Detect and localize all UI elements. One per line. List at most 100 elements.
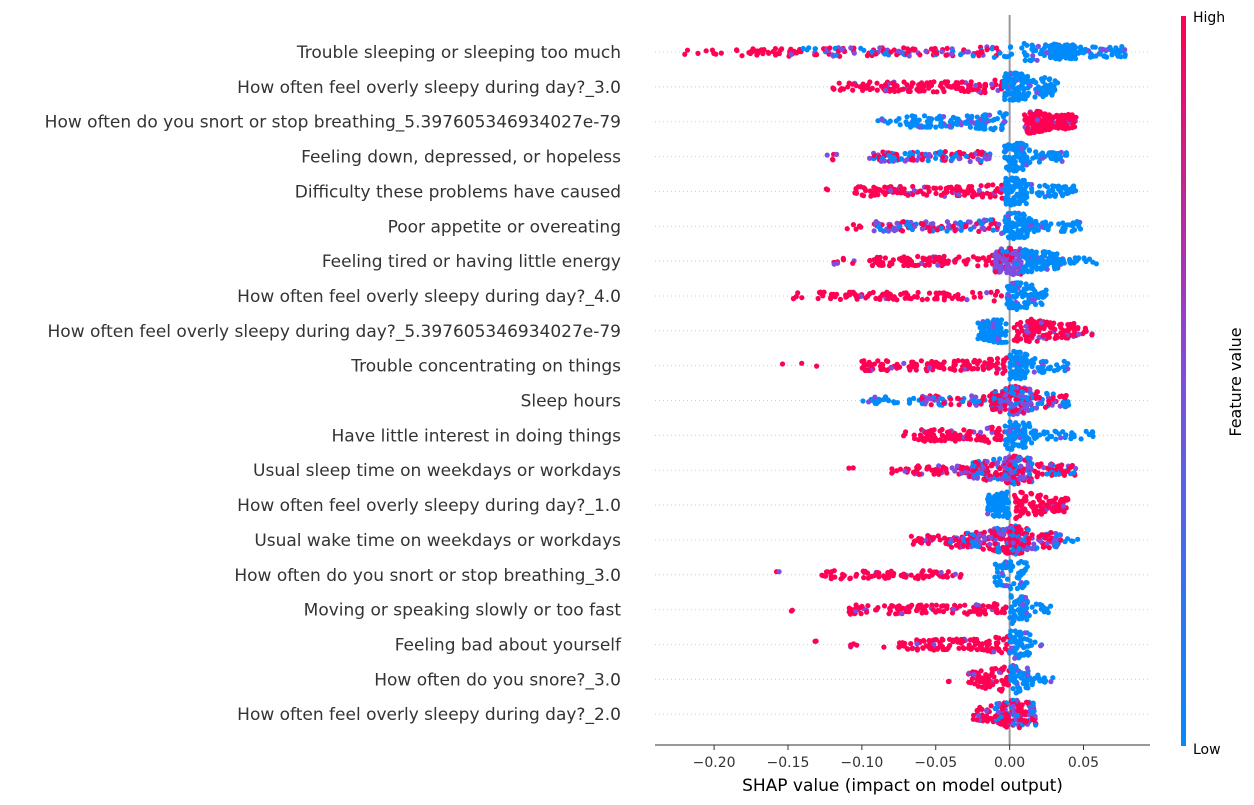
shap-point xyxy=(1023,493,1029,500)
shap-point xyxy=(978,220,984,226)
shap-point xyxy=(885,358,891,365)
shap-point xyxy=(1053,536,1059,542)
shap-point xyxy=(1014,328,1021,334)
shap-point xyxy=(972,543,978,549)
shap-point xyxy=(994,356,1001,362)
shap-point xyxy=(973,602,979,608)
shap-point xyxy=(988,463,994,469)
shap-point xyxy=(928,438,934,444)
shap-point xyxy=(844,226,850,232)
shap-point xyxy=(1060,399,1066,405)
shap-point xyxy=(857,605,863,611)
shap-point xyxy=(972,608,978,614)
shap-point xyxy=(936,151,943,157)
shap-point xyxy=(1046,77,1052,83)
shap-point xyxy=(998,293,1005,299)
shap-point xyxy=(1001,53,1008,60)
shap-point xyxy=(929,602,935,608)
shap-point xyxy=(1007,638,1013,645)
shap-point xyxy=(1046,398,1052,404)
shap-point xyxy=(994,370,1000,376)
shap-point xyxy=(968,79,974,85)
shap-point xyxy=(939,49,945,55)
shap-point xyxy=(922,401,928,407)
shap-point xyxy=(964,432,970,438)
shap-point xyxy=(970,289,976,295)
shap-point xyxy=(1119,44,1125,50)
shap-point xyxy=(1022,117,1028,123)
shap-point xyxy=(1010,540,1016,546)
shap-point xyxy=(1034,90,1040,96)
shap-point xyxy=(914,157,920,163)
shap-point xyxy=(993,188,999,194)
shap-point xyxy=(1043,50,1050,56)
shap-point xyxy=(1024,617,1030,623)
shap-point xyxy=(1020,360,1026,366)
shap-point xyxy=(1027,501,1033,507)
shap-point xyxy=(1008,645,1015,651)
shap-point xyxy=(1047,366,1053,372)
shap-point xyxy=(1020,434,1026,440)
shap-point xyxy=(1072,124,1078,130)
shap-point xyxy=(990,227,996,233)
shap-point xyxy=(839,46,845,53)
shap-point xyxy=(987,546,993,552)
shap-point xyxy=(917,432,924,438)
shap-point xyxy=(987,329,993,336)
shap-point xyxy=(964,360,971,366)
shap-point xyxy=(1012,655,1018,661)
shap-point xyxy=(995,460,1001,466)
shap-point xyxy=(1034,545,1040,551)
shap-point xyxy=(1008,585,1014,592)
shap-point xyxy=(944,219,951,225)
shap-point xyxy=(1014,385,1020,391)
shap-point xyxy=(961,645,967,652)
shap-point xyxy=(1038,266,1044,272)
shap-point xyxy=(1023,579,1029,586)
shap-point xyxy=(1017,350,1023,356)
shap-point xyxy=(1023,684,1029,691)
shap-point xyxy=(908,296,914,302)
shap-point xyxy=(994,322,1001,328)
shap-point xyxy=(1061,470,1068,477)
shap-point xyxy=(925,224,931,230)
shap-point xyxy=(1040,258,1046,264)
shap-point xyxy=(953,85,960,91)
shap-point xyxy=(823,569,830,575)
shap-point xyxy=(1059,334,1065,340)
shap-point xyxy=(1029,334,1035,340)
shap-point xyxy=(891,228,898,234)
shap-point xyxy=(1037,183,1043,189)
shap-point xyxy=(1056,532,1062,538)
shap-point xyxy=(853,190,859,196)
shap-point xyxy=(1046,334,1052,340)
shap-point xyxy=(958,470,964,476)
shap-point xyxy=(1012,462,1019,468)
shap-point xyxy=(980,464,987,470)
shap-point xyxy=(995,544,1001,551)
shap-point xyxy=(1002,465,1008,471)
shap-point xyxy=(923,609,929,616)
shap-point xyxy=(1024,605,1030,611)
shap-point xyxy=(978,183,984,189)
shap-point xyxy=(894,190,900,196)
shap-point xyxy=(1034,462,1041,468)
shap-point xyxy=(991,395,997,401)
shap-point xyxy=(874,400,880,406)
shap-point xyxy=(867,79,873,85)
shap-point xyxy=(1010,422,1016,429)
shap-point xyxy=(923,48,929,54)
shap-point xyxy=(1050,150,1057,156)
shap-point xyxy=(1028,326,1034,332)
shap-point xyxy=(900,86,906,92)
shap-point xyxy=(981,217,987,223)
shap-point xyxy=(1001,119,1008,125)
shap-point xyxy=(1028,316,1034,322)
shap-point xyxy=(1002,188,1008,194)
shap-point xyxy=(943,185,949,191)
shap-point xyxy=(1025,455,1031,461)
shap-point xyxy=(875,358,881,364)
shap-point xyxy=(964,113,970,119)
shap-point xyxy=(1007,156,1013,163)
shap-point xyxy=(956,402,962,408)
